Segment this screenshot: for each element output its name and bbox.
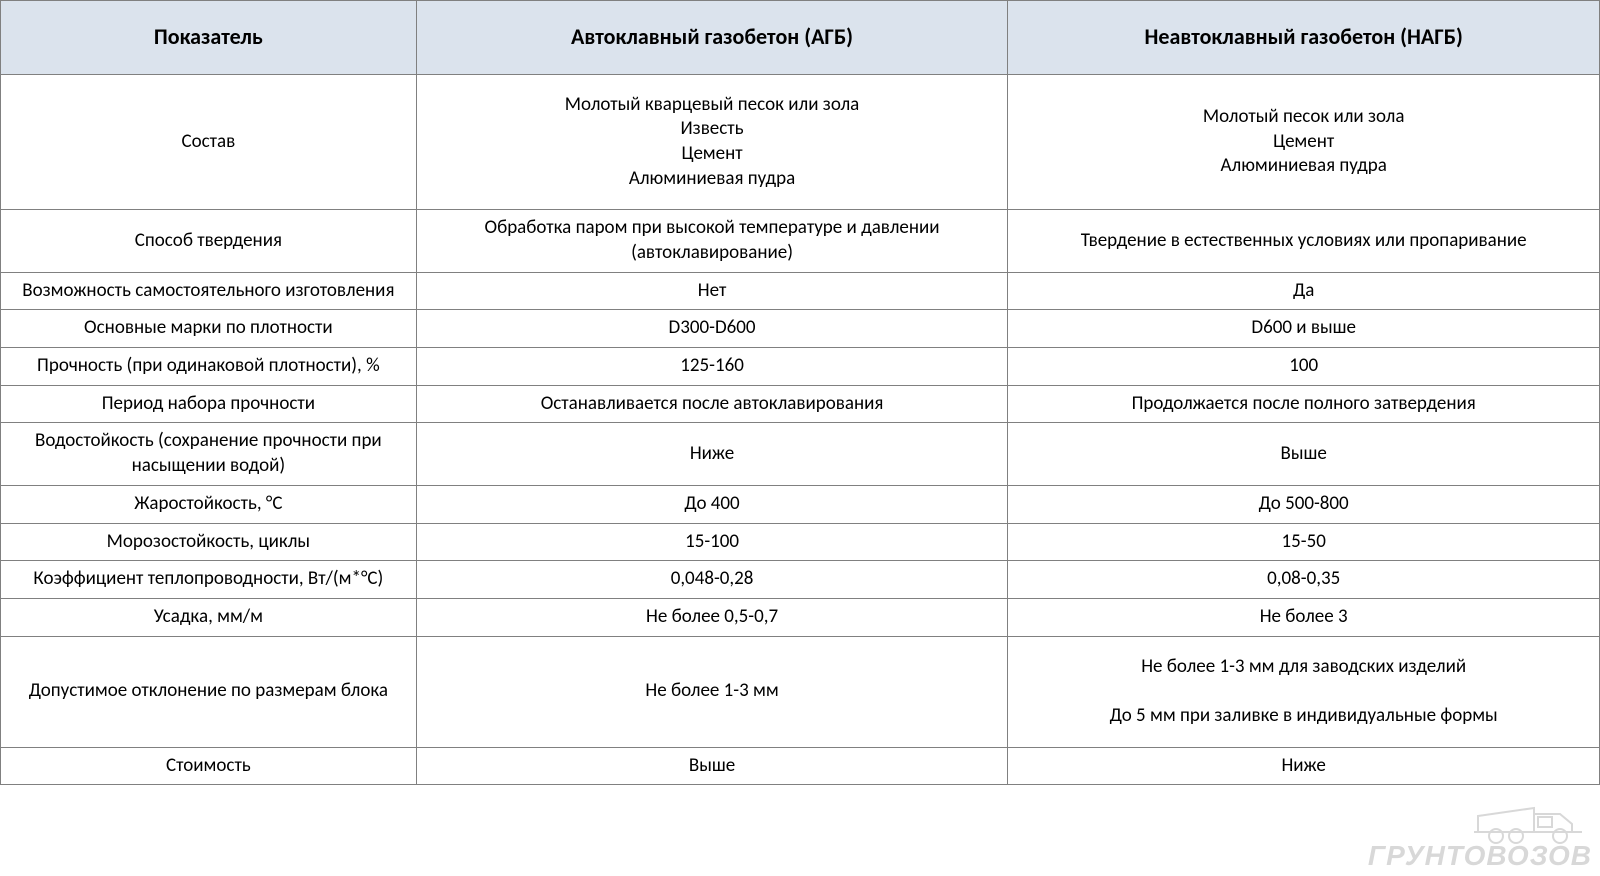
- cell-agb: 125-160: [416, 348, 1008, 386]
- cell-agb: 15-100: [416, 523, 1008, 561]
- cell-param: Период набора прочности: [1, 385, 417, 423]
- cell-nagb: 0,08-0,35: [1008, 561, 1600, 599]
- cell-param: Допустимое отклонение по размерам блока: [1, 636, 417, 747]
- table-row: Усадка, мм/мНе более 0,5-0,7Не более 3: [1, 598, 1600, 636]
- table-row: СтоимостьВышеНиже: [1, 747, 1600, 785]
- cell-agb: Останавливается после автоклавирования: [416, 385, 1008, 423]
- cell-nagb: Продолжается после полного затвердения: [1008, 385, 1600, 423]
- table-row: Морозостойкость, циклы15-10015-50: [1, 523, 1600, 561]
- cell-agb: Не более 1-3 мм: [416, 636, 1008, 747]
- table-row: Возможность самостоятельного изготовлени…: [1, 272, 1600, 310]
- watermark-text: ГРУНТОВОЗОВ: [1368, 840, 1592, 871]
- cell-nagb: Твердение в естественных условиях или пр…: [1008, 210, 1600, 272]
- header-cell-param: Показатель: [1, 1, 417, 75]
- cell-nagb: Ниже: [1008, 747, 1600, 785]
- table-row: Жаростойкость, °CДо 400До 500-800: [1, 485, 1600, 523]
- cell-agb: Ниже: [416, 423, 1008, 485]
- cell-param: Прочность (при одинаковой плотности), %: [1, 348, 417, 386]
- watermark: ГРУНТОВОЗОВ: [1368, 794, 1592, 872]
- cell-agb: Обработка паром при высокой температуре …: [416, 210, 1008, 272]
- cell-param: Водостойкость (сохранение прочности при …: [1, 423, 417, 485]
- table-row: Способ тверденияОбработка паром при высо…: [1, 210, 1600, 272]
- cell-param: Основные марки по плотности: [1, 310, 417, 348]
- cell-agb: D300-D600: [416, 310, 1008, 348]
- cell-param: Усадка, мм/м: [1, 598, 417, 636]
- header-cell-agb: Автоклавный газобетон (АГБ): [416, 1, 1008, 75]
- cell-param: Стоимость: [1, 747, 417, 785]
- cell-param: Коэффициент теплопроводности, Вт/(м*°C): [1, 561, 417, 599]
- table-row: Период набора прочностиОстанавливается п…: [1, 385, 1600, 423]
- table-header-row: Показатель Автоклавный газобетон (АГБ) Н…: [1, 1, 1600, 75]
- table-row: Коэффициент теплопроводности, Вт/(м*°C)0…: [1, 561, 1600, 599]
- cell-agb: Не более 0,5-0,7: [416, 598, 1008, 636]
- cell-param: Способ твердения: [1, 210, 417, 272]
- cell-nagb: Да: [1008, 272, 1600, 310]
- cell-param: Морозостойкость, циклы: [1, 523, 417, 561]
- cell-param: Возможность самостоятельного изготовлени…: [1, 272, 417, 310]
- table-row: Водостойкость (сохранение прочности при …: [1, 423, 1600, 485]
- cell-nagb: D600 и выше: [1008, 310, 1600, 348]
- cell-agb: До 400: [416, 485, 1008, 523]
- cell-nagb: Выше: [1008, 423, 1600, 485]
- table-row: Допустимое отклонение по размерам блокаН…: [1, 636, 1600, 747]
- cell-nagb: 15-50: [1008, 523, 1600, 561]
- header-cell-nagb: Неавтоклавный газобетон (НАГБ): [1008, 1, 1600, 75]
- cell-nagb: Не более 1-3 мм для заводских изделий До…: [1008, 636, 1600, 747]
- cell-nagb: 100: [1008, 348, 1600, 386]
- table-row: СоставМолотый кварцевый песок или зола И…: [1, 74, 1600, 210]
- comparison-table: Показатель Автоклавный газобетон (АГБ) Н…: [0, 0, 1600, 785]
- table-row: Основные марки по плотностиD300-D600D600…: [1, 310, 1600, 348]
- cell-agb: Нет: [416, 272, 1008, 310]
- table-row: Прочность (при одинаковой плотности), %1…: [1, 348, 1600, 386]
- cell-agb: Выше: [416, 747, 1008, 785]
- cell-param: Состав: [1, 74, 417, 210]
- cell-agb: 0,048-0,28: [416, 561, 1008, 599]
- cell-nagb: Не более 3: [1008, 598, 1600, 636]
- cell-param: Жаростойкость, °C: [1, 485, 417, 523]
- truck-icon: [1472, 794, 1592, 846]
- cell-nagb: До 500-800: [1008, 485, 1600, 523]
- cell-nagb: Молотый песок или зола Цемент Алюминиева…: [1008, 74, 1600, 210]
- cell-agb: Молотый кварцевый песок или зола Известь…: [416, 74, 1008, 210]
